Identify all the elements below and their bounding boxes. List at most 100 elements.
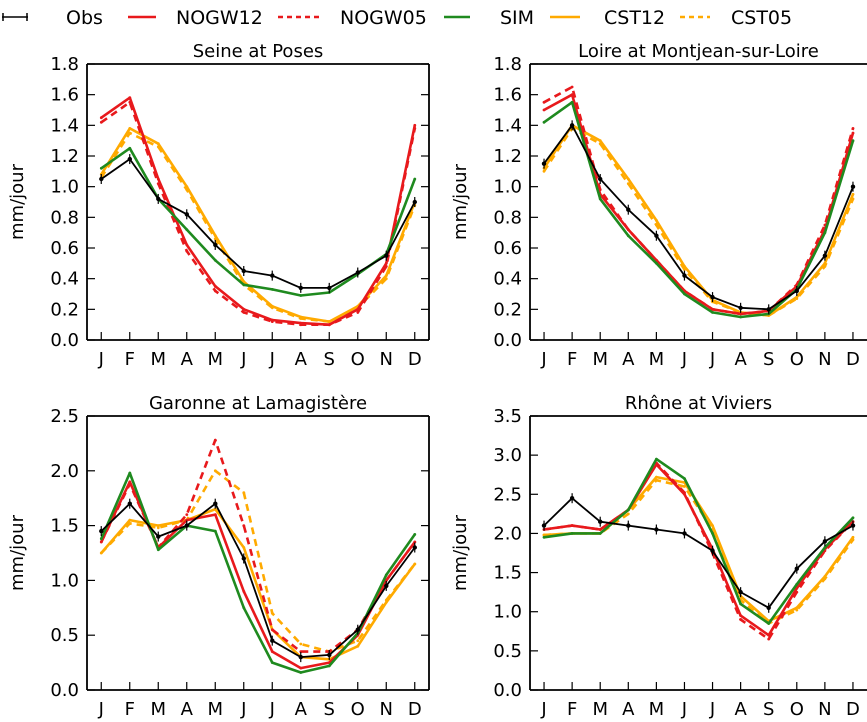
- data-point-cst05: [626, 182, 630, 186]
- y-tick-label: 3.0: [493, 445, 522, 466]
- data-point-nogw12: [213, 513, 217, 516]
- data-point-nogw05: [767, 637, 771, 641]
- chart-garonne-at-lamagistere: Garonne at Lamagistère mm/jour 0.0 0.5 1.0 1.…: [7, 393, 430, 720]
- x-tick-label: J: [540, 699, 546, 720]
- data-point-sim: [242, 606, 246, 610]
- data-point-cst12: [384, 600, 388, 604]
- x-tick-label: J: [681, 699, 687, 720]
- data-point-cst12: [851, 535, 855, 539]
- x-tick-label: S: [324, 349, 335, 370]
- data-point-nogw12: [542, 108, 546, 112]
- x-tick-label: J: [681, 349, 687, 370]
- x-tick-label: M: [150, 699, 166, 720]
- y-tick-label: 1.0: [50, 177, 79, 198]
- x-tick-label: M: [207, 699, 223, 720]
- x-tick-label: O: [351, 699, 365, 720]
- data-point-sim: [542, 120, 546, 124]
- legend-label-sim: SIM: [500, 7, 534, 29]
- data-point-sim: [851, 139, 855, 143]
- series-line-cst12: [542, 124, 855, 317]
- data-point-nogw05: [356, 311, 360, 314]
- y-tick-label: 0.4: [493, 269, 522, 290]
- x-tick-label: J: [98, 349, 104, 370]
- data-point-cst12: [655, 475, 658, 479]
- data-point-sim: [213, 258, 217, 262]
- series-line-obs: [100, 502, 416, 658]
- data-point-sim: [598, 197, 602, 201]
- data-point-cst12: [156, 142, 160, 146]
- y-tick-label: 1.8: [50, 54, 79, 75]
- data-point-nogw12: [213, 284, 217, 288]
- chart-title: Garonne at Lamagistère: [149, 393, 367, 414]
- x-tick-label: M: [649, 699, 665, 720]
- y-tick-label: 0.0: [493, 680, 522, 701]
- data-point-nogw12: [739, 614, 742, 617]
- data-point-nogw12: [185, 518, 189, 522]
- data-point-cst12: [356, 644, 360, 648]
- y-tick-label: 0.2: [50, 299, 79, 320]
- data-point-nogw12: [299, 321, 303, 325]
- chart-title: Loire at Montjean-sur-Loire: [578, 41, 819, 62]
- legend-label-cst05: CST05: [731, 7, 792, 29]
- data-point-nogw12: [299, 666, 303, 670]
- y-tick-label: 0.5: [493, 641, 522, 662]
- data-point-nogw12: [570, 524, 574, 527]
- data-point-cst12: [99, 551, 103, 555]
- x-tick-label: J: [240, 349, 246, 370]
- y-tick-label: 1.0: [493, 602, 522, 623]
- data-point-nogw12: [384, 261, 388, 265]
- data-point-nogw12: [128, 480, 132, 484]
- x-tick-label: D: [408, 699, 422, 720]
- data-point-sim: [711, 311, 714, 314]
- data-point-nogw05: [851, 126, 855, 130]
- data-point-sim: [185, 228, 189, 232]
- data-point-nogw05: [299, 650, 303, 653]
- x-tick-label: F: [567, 699, 577, 720]
- x-tick-label: J: [240, 699, 246, 720]
- data-point-sim: [598, 532, 602, 535]
- y-tick-label: 0.8: [493, 207, 522, 228]
- data-point-nogw05: [542, 100, 546, 104]
- series-line-cst12: [100, 507, 416, 661]
- data-point-cst12: [711, 524, 714, 527]
- data-point-cst05: [542, 169, 546, 173]
- y-tick-label: 0.5: [50, 625, 79, 646]
- data-point-cst12: [185, 185, 189, 189]
- y-axis-label: mm/jour: [450, 514, 471, 591]
- data-point-sim: [327, 664, 331, 668]
- data-point-cst12: [384, 274, 388, 277]
- series-line-obs: [543, 124, 854, 311]
- data-point-nogw12: [683, 492, 686, 496]
- data-point-sim: [683, 477, 686, 480]
- data-point-cst12: [655, 219, 658, 222]
- data-point-sim: [570, 100, 574, 104]
- data-point-cst05: [299, 642, 303, 646]
- series-line-sim: [543, 457, 854, 625]
- x-tick-label: M: [207, 349, 223, 370]
- data-point-cst12: [213, 234, 217, 238]
- data-point-cst12: [270, 304, 274, 308]
- x-tick-label: N: [818, 699, 831, 720]
- x-tick-label: M: [649, 349, 665, 370]
- data-point-nogw12: [598, 528, 602, 531]
- series-line-sim: [100, 147, 417, 297]
- x-tick-label: O: [351, 349, 365, 370]
- y-tick-label: 0.6: [493, 238, 522, 259]
- legend-entry-sim: SIM: [444, 7, 534, 29]
- legend-label-obs: Obs: [66, 7, 103, 29]
- y-axis-label: mm/jour: [450, 163, 471, 240]
- series-line-cst05: [100, 469, 416, 653]
- x-tick-label: M: [592, 699, 608, 720]
- data-point-nogw12: [185, 243, 189, 247]
- data-point-cst12: [242, 546, 246, 549]
- data-point-cst12: [242, 280, 246, 284]
- y-tick-label: 0.0: [493, 330, 522, 351]
- x-tick-label: A: [734, 349, 747, 370]
- x-tick-label: A: [181, 699, 194, 720]
- y-tick-label: 1.6: [493, 85, 522, 106]
- data-point-sim: [128, 471, 132, 475]
- x-tick-label: N: [380, 699, 393, 720]
- series-line-obs: [543, 497, 854, 609]
- data-point-cst05: [270, 611, 274, 615]
- data-point-nogw12: [242, 307, 246, 311]
